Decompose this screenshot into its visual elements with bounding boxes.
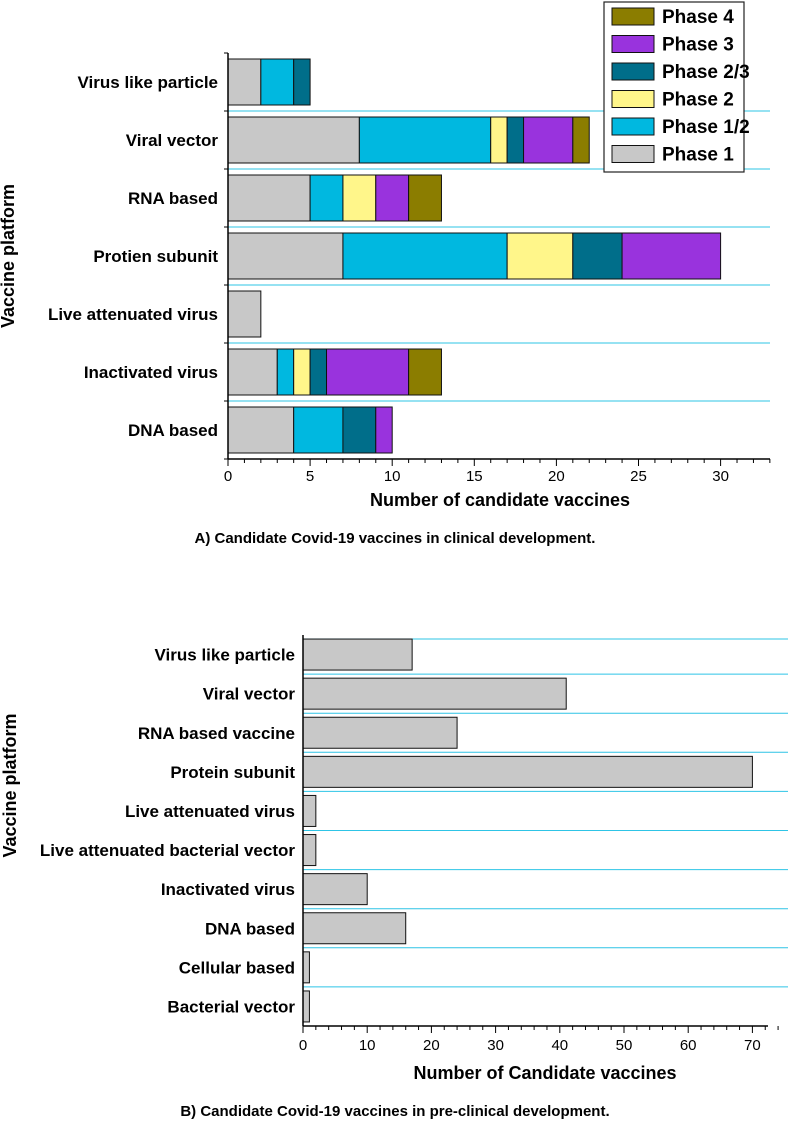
bar-rna-based-phase-3	[375, 174, 410, 222]
bar-viral-vector-phase-1-2	[358, 116, 492, 164]
chart-clinical: Virus like particle Viral vector RNA based…	[0, 1, 771, 510]
bar-virus-like-particle-phase-2-3	[293, 58, 311, 106]
x-tick-label: 50	[616, 1037, 633, 1054]
legend: Phase 4 Phase 3 Phase 2/3 Phase 2 Phase 1/2 P…	[603, 1, 750, 173]
y-axis-title: Vaccine platform	[0, 184, 18, 328]
legend-swatch-phase-2-3	[611, 62, 655, 81]
legend-swatch-phase-2	[611, 90, 655, 108]
category-label: Protein subunit	[170, 763, 295, 782]
bar-virus-like-particle	[302, 638, 413, 671]
bar-virus-like-particle-phase-1	[227, 58, 262, 106]
bar-rna-based-phase-1-2	[309, 174, 344, 222]
bar-rna-based-phase-1	[227, 174, 311, 222]
category-label: Virus like particle	[78, 73, 218, 92]
x-tick-label: 25	[630, 468, 647, 485]
y-axis-title: Vaccine platform	[0, 713, 20, 857]
category-label: Live attenuated virus	[125, 802, 295, 821]
bar-viral-vector	[302, 677, 567, 710]
category-label: Inactivated virus	[84, 363, 218, 382]
bar-cellular-based	[302, 951, 310, 984]
bar-protien-subunit-phase-1	[227, 232, 344, 280]
legend-label-phase-2: Phase 2	[662, 90, 734, 111]
legend-label-phase-1: Phase 1	[662, 145, 734, 166]
bar-dna-based-phase-3	[375, 406, 393, 454]
x-tick-label: 70	[744, 1037, 761, 1054]
bar-protein-subunit	[302, 755, 753, 788]
legend-swatch-phase-4	[611, 7, 655, 26]
category-label: Inactivated virus	[161, 880, 295, 899]
x-tick-label: 60	[680, 1037, 697, 1054]
category-label: Bacterial vector	[167, 997, 295, 1016]
x-tick-label: 10	[384, 468, 401, 485]
legend-label-phase-1-2: Phase 1/2	[662, 117, 750, 138]
x-tick-label: 30	[712, 468, 729, 485]
x-tick-label: 0	[224, 468, 232, 485]
x-tick-label: 20	[548, 468, 565, 485]
legend-box	[603, 1, 745, 173]
category-label: Virus like particle	[155, 646, 295, 665]
category-label: Live attenuated bacterial vector	[40, 841, 295, 860]
x-tick-label: 30	[487, 1037, 504, 1054]
bar-inactivated-virus	[302, 873, 368, 906]
bar-rna-based-phase-4	[408, 174, 442, 222]
bar-protien-subunit-phase-3	[621, 232, 722, 280]
legend-swatch-phase-1-2	[611, 117, 655, 136]
category-label: Protien subunit	[93, 247, 218, 266]
bar-viral-vector-phase-3	[523, 116, 574, 164]
category-label: DNA based	[128, 421, 218, 440]
bar-rna-based-vaccine	[302, 716, 458, 749]
x-tick-label: 0	[299, 1037, 307, 1054]
category-label: Cellular based	[179, 958, 295, 977]
bar-inactivated-virus-phase-1	[227, 348, 278, 396]
bar-bacterial-vector	[302, 990, 310, 1023]
x-axis-title: Number of Candidate vaccines	[413, 1063, 676, 1083]
category-label: DNA based	[205, 919, 295, 938]
category-label: Viral vector	[126, 131, 219, 150]
bar-rna-based-phase-2	[342, 174, 377, 222]
x-axis-title: Number of candidate vaccines	[370, 490, 630, 510]
category-label: Viral vector	[203, 685, 296, 704]
bar-inactivated-virus-phase-3	[326, 348, 410, 396]
legend-swatch-phase-1	[611, 145, 655, 163]
x-tick-label: 5	[306, 468, 314, 485]
bar-viral-vector-phase-4	[572, 116, 590, 164]
legend-swatch-phase-3	[611, 35, 655, 53]
bar-live-attenuated-virus	[302, 794, 317, 827]
bar-live-attenuated-bacterial-vector	[302, 834, 317, 867]
category-label: Live attenuated virus	[48, 305, 218, 324]
bar-dna-based-phase-1-2	[293, 406, 344, 454]
caption-preclinical: B) Candidate Covid-19 vaccines in pre-cl…	[180, 1103, 610, 1120]
legend-label-phase-4: Phase 4	[662, 7, 734, 28]
x-tick-label: 20	[423, 1037, 440, 1054]
x-tick-label: 10	[359, 1037, 376, 1054]
x-tick-label: 15	[466, 468, 483, 485]
legend-label-phase-2-3: Phase 2/3	[662, 62, 750, 83]
legend-label-phase-3: Phase 3	[662, 35, 734, 56]
bar-protien-subunit-phase-2	[506, 232, 574, 280]
bar-live-attenuated-virus-phase-1	[227, 290, 262, 338]
bar-protien-subunit-phase-1-2	[342, 232, 508, 280]
category-label: RNA based vaccine	[138, 724, 295, 743]
caption-clinical: A) Candidate Covid-19 vaccines in clinic…	[194, 530, 596, 547]
bar-inactivated-virus-phase-4	[408, 348, 442, 396]
category-label: RNA based	[128, 189, 218, 208]
x-tick-label: 40	[551, 1037, 568, 1054]
bar-protien-subunit-phase-2-3	[572, 232, 623, 280]
bar-dna-based	[302, 912, 407, 945]
